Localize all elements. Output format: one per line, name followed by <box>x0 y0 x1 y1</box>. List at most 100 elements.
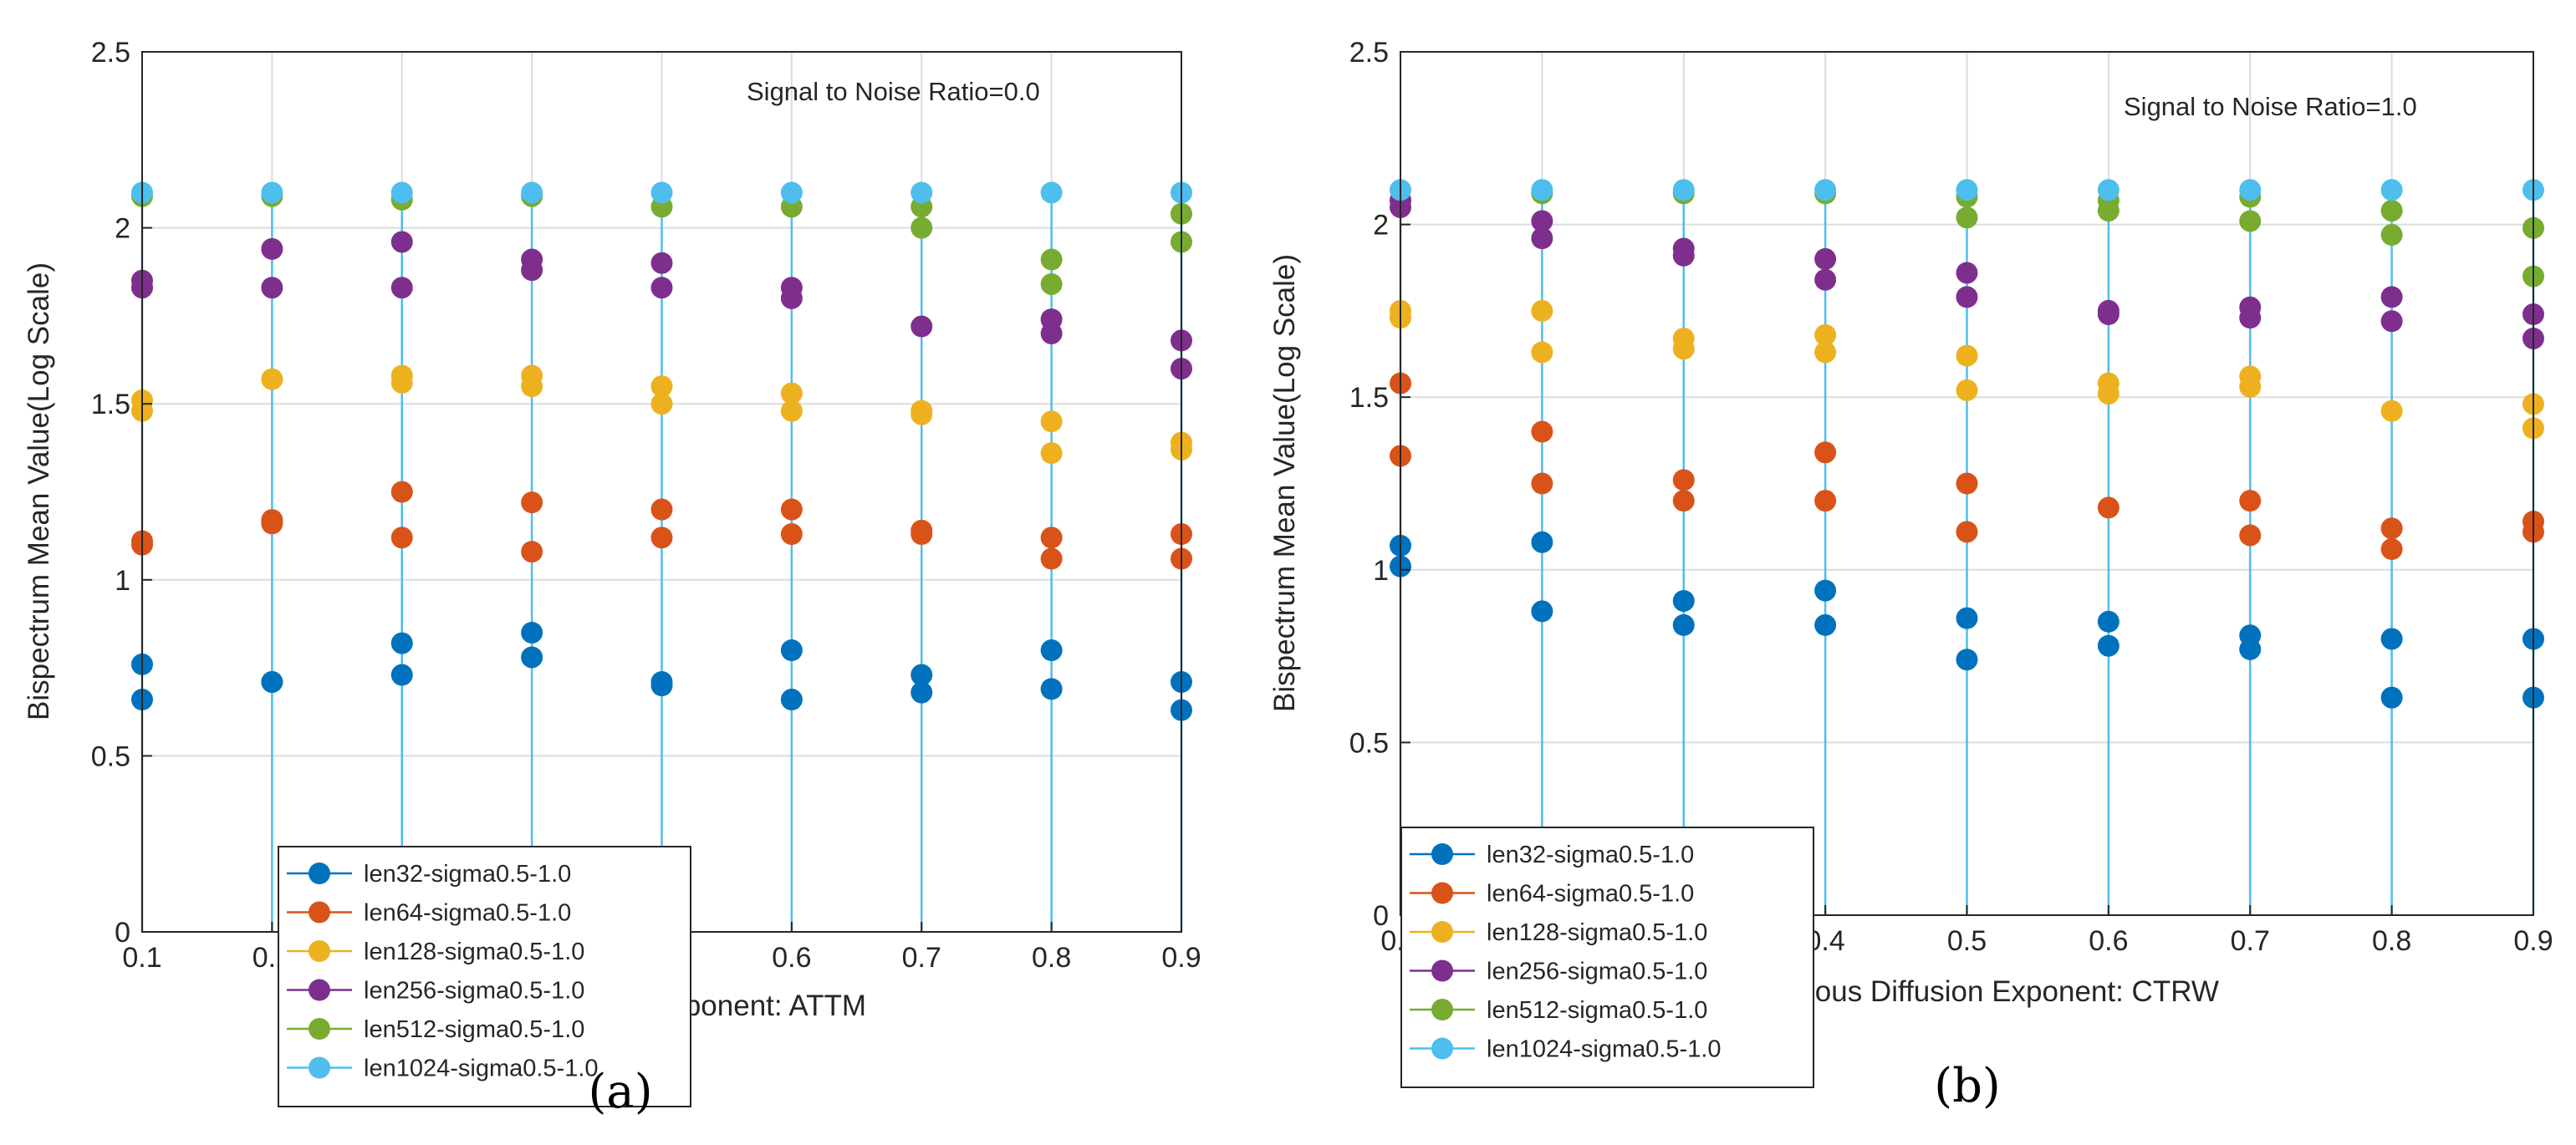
legend-label: len1024-sigma0.5-1.0 <box>364 1056 599 1082</box>
data-point-len64 <box>2239 524 2262 547</box>
y-tick-label: 1 <box>115 565 130 597</box>
data-point-len32 <box>911 664 933 686</box>
data-point-len64 <box>650 527 673 549</box>
data-point-len32 <box>1040 678 1063 700</box>
data-point-len128 <box>390 371 413 394</box>
legend-label: len128-sigma0.5-1.0 <box>364 939 584 965</box>
data-point-len32 <box>261 670 283 693</box>
x-tick-label: 0.7 <box>902 942 941 974</box>
data-point-len64 <box>390 481 413 503</box>
data-point-len1024 <box>521 181 543 204</box>
data-point-len64 <box>1672 469 1695 491</box>
y-tick-label: 1.5 <box>1349 382 1389 414</box>
snr-annotation: Signal to Noise Ratio=1.0 <box>2124 92 2417 121</box>
data-point-len1024 <box>390 181 413 204</box>
data-point-len64 <box>911 523 933 546</box>
data-point-len256 <box>1531 210 1553 232</box>
data-point-len64 <box>2380 517 2403 540</box>
legend-marker-len1024 <box>1431 1037 1453 1060</box>
data-point-len256 <box>911 315 933 338</box>
data-point-len1024 <box>650 181 673 204</box>
data-point-len1024 <box>1040 181 1063 204</box>
data-point-len256 <box>1814 268 1837 291</box>
legend-box <box>1400 827 1814 1088</box>
legend-label: len32-sigma0.5-1.0 <box>1487 842 1694 868</box>
data-point-len64 <box>1040 547 1063 570</box>
data-point-len32 <box>2239 638 2262 660</box>
y-tick-label: 0 <box>1373 900 1389 932</box>
data-point-len64 <box>261 512 283 535</box>
legend-marker-len256 <box>309 979 330 1001</box>
y-tick-label: 0.5 <box>91 740 130 772</box>
data-point-len32 <box>1956 607 1978 629</box>
data-point-len256 <box>1814 247 1837 270</box>
data-point-len1024 <box>1672 179 1695 201</box>
data-point-len512 <box>2239 210 2262 232</box>
x-tick-label: 0.9 <box>2513 925 2553 957</box>
legend-label: len512-sigma0.5-1.0 <box>364 1016 584 1043</box>
data-point-len32 <box>390 664 413 686</box>
data-point-len128 <box>2380 399 2403 422</box>
x-tick-label: 0.8 <box>1032 942 1071 974</box>
legend-marker-len512 <box>1431 999 1453 1020</box>
data-point-len1024 <box>2380 179 2403 201</box>
y-axis-label: Bispectrum Mean Value(Log Scale) <box>1268 254 1301 712</box>
data-point-len64 <box>1814 441 1837 464</box>
x-tick-label: 0.9 <box>1161 942 1201 974</box>
data-point-len512 <box>911 216 933 239</box>
data-point-len256 <box>2380 286 2403 308</box>
data-point-len32 <box>521 621 543 644</box>
legend-label: len64-sigma0.5-1.0 <box>1487 881 1694 908</box>
data-point-len256 <box>780 287 803 309</box>
data-point-len32 <box>1814 613 1837 636</box>
legend: len32-sigma0.5-1.0 len64-sigma0.5-1.0 len1… <box>278 846 691 1107</box>
x-tick-label: 0.6 <box>2089 925 2128 957</box>
data-point-len64 <box>1814 490 1837 512</box>
x-tick-label: 0.7 <box>2231 925 2270 957</box>
data-point-len64 <box>1531 420 1553 443</box>
data-point-len32 <box>1672 613 1695 636</box>
legend-marker-len32 <box>309 863 330 884</box>
legend-item: len64-sigma0.5-1.0 <box>1410 881 1694 908</box>
panel-caption: (a) <box>588 1065 652 1119</box>
y-tick-label: 1.5 <box>91 389 130 420</box>
y-tick-label: 2 <box>1373 210 1389 242</box>
data-point-len1024 <box>2097 179 2119 201</box>
data-point-len1024 <box>2239 179 2262 201</box>
y-tick-label: 0 <box>115 917 130 949</box>
data-point-len64 <box>1956 521 1978 543</box>
legend-item: len128-sigma0.5-1.0 <box>287 939 584 965</box>
data-point-len64 <box>521 541 543 563</box>
y-tick-label: 1 <box>1373 555 1389 587</box>
data-point-len64 <box>650 498 673 521</box>
y-axis-label: Bispectrum Mean Value(Log Scale) <box>23 262 55 720</box>
data-point-len32 <box>521 646 543 669</box>
data-point-len64 <box>2097 496 2119 519</box>
data-point-len32 <box>390 632 413 654</box>
data-point-len256 <box>261 237 283 260</box>
axis-ticks: 0.10.20.30.40.50.60.70.80.900.511.522.5 <box>1349 37 2553 957</box>
legend-item: len256-sigma0.5-1.0 <box>287 978 584 1005</box>
data-point-len128 <box>1956 379 1978 401</box>
data-point-len32 <box>1531 531 1553 553</box>
legend-item: len64-sigma0.5-1.0 <box>287 900 571 927</box>
data-point-len32 <box>780 639 803 662</box>
data-point-len512 <box>2097 200 2119 222</box>
data-point-len32 <box>2380 628 2403 650</box>
legend-box <box>278 846 691 1107</box>
data-point-len32 <box>2097 610 2119 633</box>
panel-caption: (b) <box>1934 1059 2001 1113</box>
legend-marker-len1024 <box>309 1056 330 1079</box>
data-point-len256 <box>521 259 543 282</box>
data-point-len32 <box>1040 639 1063 662</box>
data-point-len1024 <box>911 181 933 204</box>
data-point-len128 <box>911 403 933 425</box>
legend-marker-len64 <box>1431 882 1453 904</box>
data-point-len128 <box>1814 323 1837 346</box>
legend-marker-len128 <box>1431 921 1453 943</box>
data-point-len512 <box>2380 223 2403 246</box>
legend-label: len64-sigma0.5-1.0 <box>364 900 571 927</box>
legend-marker-len128 <box>309 940 330 962</box>
data-point-len64 <box>390 527 413 549</box>
